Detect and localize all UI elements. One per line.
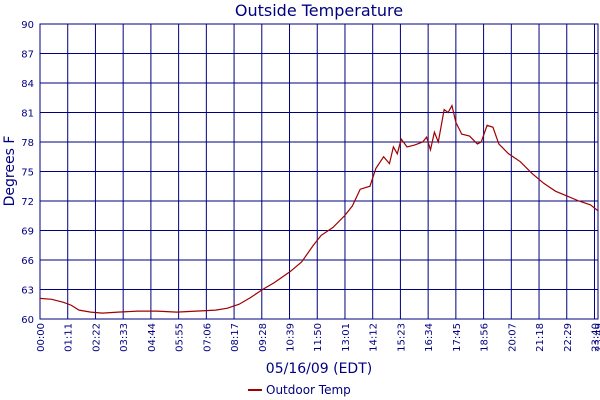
y-tick-label: 63 (21, 286, 34, 297)
x-tick-label: 15:23 (396, 323, 407, 352)
legend-label: Outdoor Temp (266, 383, 351, 397)
y-tick-label: 81 (21, 109, 34, 120)
y-tick-label: 60 (21, 315, 34, 326)
x-tick-label: 09:28 (258, 323, 269, 352)
y-tick-label: 90 (21, 20, 34, 31)
x-tick-label: 08:17 (230, 323, 241, 352)
y-tick-label: 69 (21, 227, 34, 238)
x-tick-label: 10:39 (286, 323, 297, 352)
x-tick-label: 23:49 (594, 323, 600, 352)
x-tick-label: 14:12 (369, 323, 380, 352)
x-tick-label: 01:11 (64, 323, 75, 352)
x-tick-label: 05:55 (175, 323, 186, 352)
y-axis-label: Degrees F (2, 136, 18, 207)
chart-title: Outside Temperature (235, 1, 403, 20)
x-axis-label: 05/16/09 (EDT) (266, 361, 372, 377)
x-tick-label: 16:34 (424, 323, 435, 352)
y-tick-label: 75 (21, 168, 34, 179)
x-tick-label: 04:44 (147, 323, 158, 352)
data-line (39, 103, 599, 314)
y-tick-label: 66 (21, 256, 34, 267)
y-tick-label: 72 (21, 197, 34, 208)
y-tick-label: 87 (21, 50, 34, 61)
x-tick-label: 20:07 (507, 323, 518, 352)
x-tick-label: 00:00 (36, 323, 47, 352)
x-tick-label: 03:33 (119, 323, 130, 352)
x-tick-label: 13:01 (341, 323, 352, 352)
x-tick-label: 18:56 (480, 323, 491, 352)
x-tick-label: 22:29 (563, 323, 574, 352)
x-tick-label: 23:40 (590, 323, 600, 352)
y-tick-label: 78 (21, 138, 34, 149)
x-tick-label: 11:50 (313, 323, 324, 352)
x-tick-label: 02:22 (91, 323, 102, 352)
y-tick-label: 84 (21, 79, 34, 90)
x-tick-label: 07:06 (202, 323, 213, 352)
x-tick-label: 17:45 (452, 323, 463, 352)
x-tick-label: 21:18 (535, 323, 546, 352)
